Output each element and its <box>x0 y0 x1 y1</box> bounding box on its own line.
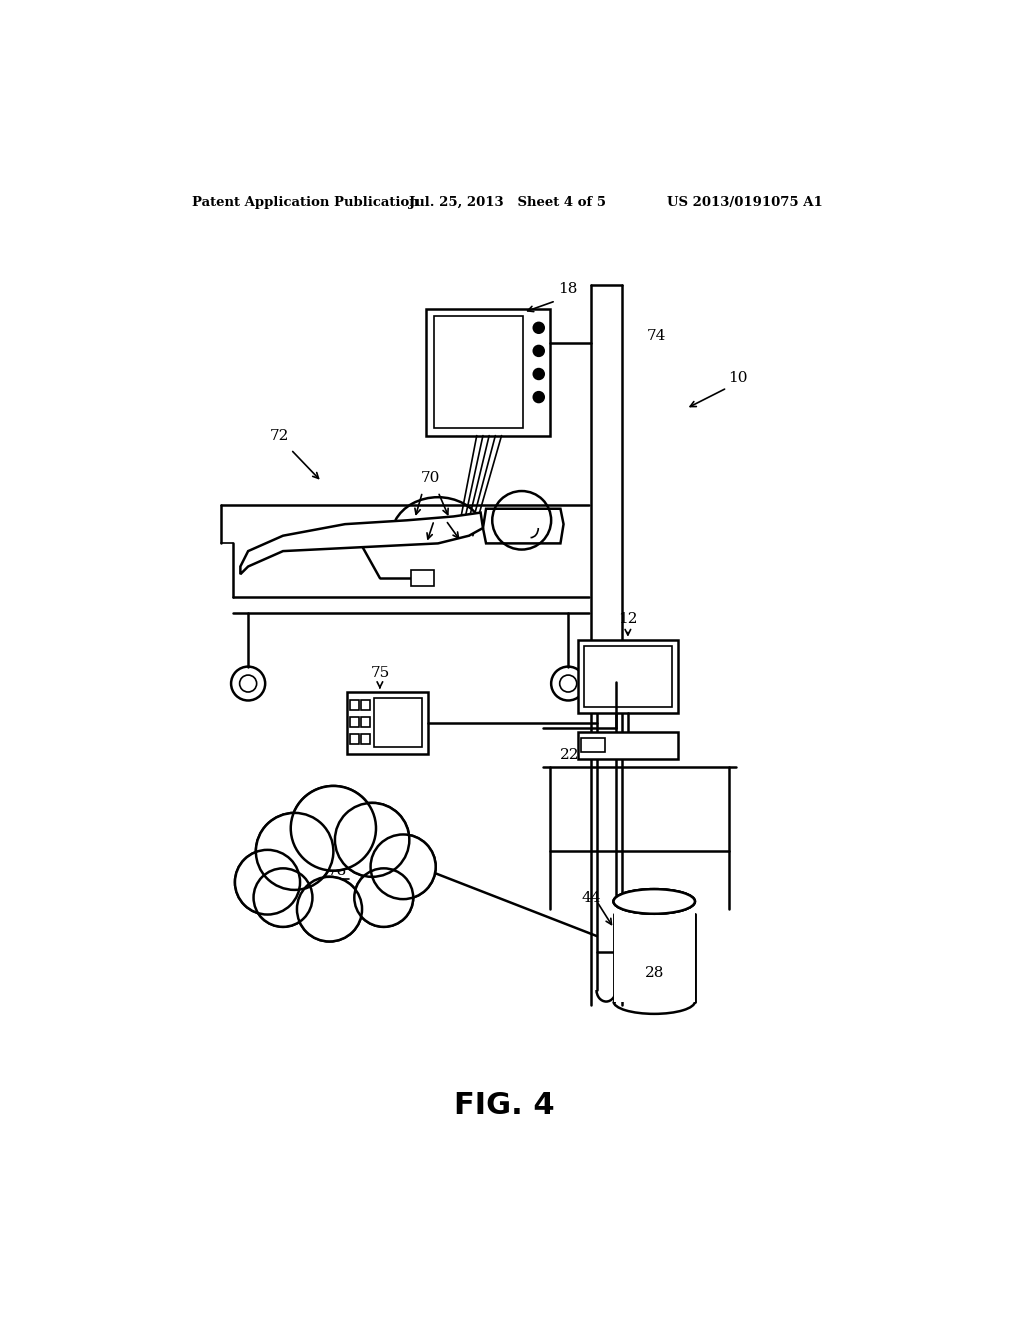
Bar <box>361 717 370 727</box>
Bar <box>361 734 370 744</box>
Text: 22: 22 <box>560 748 580 762</box>
Circle shape <box>257 813 333 890</box>
Bar <box>374 698 422 747</box>
Circle shape <box>234 850 300 915</box>
Bar <box>584 645 672 706</box>
Bar <box>578 733 678 759</box>
Text: Jul. 25, 2013   Sheet 4 of 5: Jul. 25, 2013 Sheet 4 of 5 <box>410 195 606 209</box>
Text: 78: 78 <box>328 863 347 878</box>
Circle shape <box>534 392 544 403</box>
Circle shape <box>534 322 544 333</box>
Circle shape <box>372 836 435 899</box>
Polygon shape <box>483 508 563 544</box>
Bar <box>434 317 523 428</box>
Text: Patent Application Publication: Patent Application Publication <box>191 195 418 209</box>
Bar <box>361 700 370 710</box>
Text: 10: 10 <box>729 371 749 385</box>
Text: 74: 74 <box>647 329 667 342</box>
Circle shape <box>355 869 413 927</box>
Circle shape <box>256 813 334 890</box>
Circle shape <box>292 787 375 870</box>
Ellipse shape <box>613 890 695 913</box>
Bar <box>614 902 695 1002</box>
Circle shape <box>371 834 435 899</box>
Text: 18: 18 <box>558 282 578 296</box>
Text: 72: 72 <box>269 429 289 442</box>
Circle shape <box>335 803 410 876</box>
Polygon shape <box>241 512 483 574</box>
Circle shape <box>354 869 414 927</box>
Circle shape <box>336 804 409 876</box>
Circle shape <box>534 346 544 356</box>
Circle shape <box>297 876 362 941</box>
Bar <box>350 717 359 727</box>
Circle shape <box>254 869 312 927</box>
Circle shape <box>534 368 544 379</box>
Text: 28: 28 <box>645 966 665 979</box>
Circle shape <box>236 850 299 913</box>
Bar <box>578 640 678 713</box>
Text: FIG. 4: FIG. 4 <box>454 1092 554 1119</box>
Text: 75: 75 <box>371 665 389 680</box>
Bar <box>350 734 359 744</box>
Circle shape <box>254 869 312 927</box>
Text: US 2013/0191075 A1: US 2013/0191075 A1 <box>667 195 822 209</box>
Text: 44: 44 <box>582 891 601 904</box>
Bar <box>582 738 604 752</box>
Circle shape <box>298 878 361 941</box>
Text: 12: 12 <box>618 612 638 626</box>
Bar <box>411 570 434 586</box>
Text: 70: 70 <box>421 471 440 484</box>
Circle shape <box>291 785 376 871</box>
Bar <box>350 700 359 710</box>
Bar <box>426 309 550 436</box>
Ellipse shape <box>613 890 695 913</box>
Bar <box>346 692 428 754</box>
